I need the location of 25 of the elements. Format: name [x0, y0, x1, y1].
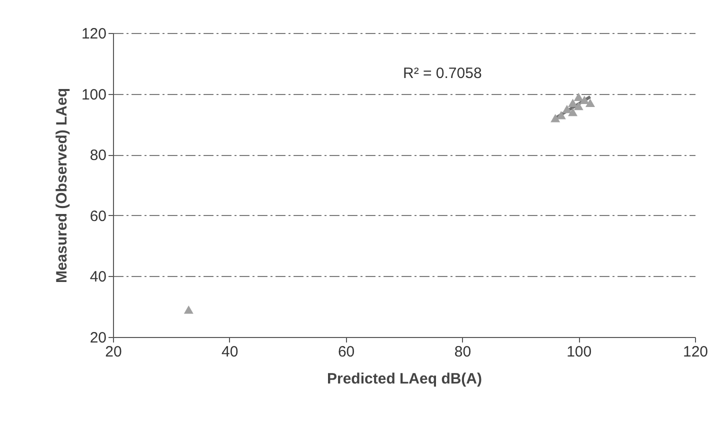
x-tick-label: 20: [105, 344, 122, 360]
point: [574, 92, 584, 101]
point: [556, 110, 566, 120]
point: [580, 96, 590, 104]
y-tick-label: 20: [90, 330, 106, 346]
x-tick-label: 40: [222, 344, 238, 360]
point: [568, 108, 578, 116]
y-tick-label: 100: [81, 86, 106, 104]
point: [562, 104, 572, 114]
point: [184, 306, 194, 314]
y-tick-label: 80: [90, 147, 106, 164]
x-tick-label: 80: [454, 344, 472, 360]
point: [550, 114, 560, 122]
x-tick-label: 100: [566, 344, 592, 360]
annotation: R² = 0.7058: [403, 65, 482, 82]
point: [568, 98, 578, 108]
y-axis-title: Measured (Observed) LAeq: [53, 88, 70, 284]
x-tick-label: 60: [338, 344, 355, 360]
point: [574, 102, 584, 110]
x-axis-title: Predicted LAeq dB(A): [326, 370, 482, 388]
y-tick-label: 40: [90, 268, 106, 286]
point: [585, 98, 595, 108]
y-tick-label: 60: [90, 208, 106, 225]
x-tick-label: 120: [682, 344, 708, 360]
y-tick-label: 120: [81, 26, 106, 42]
